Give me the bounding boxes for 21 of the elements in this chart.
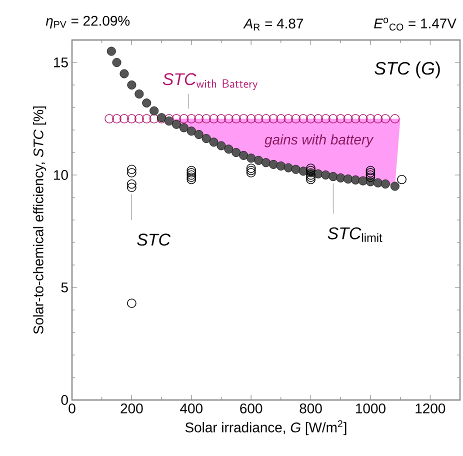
chart-title: η$_{PV}$ = 22.09% [46, 16, 130, 29]
y-tick-label: 15 [54, 58, 68, 68]
text: A$_{R}$ = 4.87 [243, 18, 304, 30]
x-tick-label: 1200 [416, 404, 446, 414]
y-axis-title: Solar-to-chemical efficiency, STC [%] [33, 106, 46, 334]
x-axis-title: Solar irradiance, G [W/m$^{2}$] [185, 420, 346, 436]
y-tick-label: 0 [61, 395, 68, 405]
x-tick-label: 400 [180, 404, 202, 414]
x-tick-label: 200 [120, 404, 143, 414]
text: E$^{o}$$_{CO}$ = 1.47V [374, 18, 456, 30]
annotation: STC (G) [374, 62, 440, 78]
x-tick-label: 600 [240, 404, 262, 414]
annotation: $\mathsf{\mathit{STC}}_{\mathsf{with\ Battery}}$ [162, 73, 258, 90]
x-tick-label: 1000 [356, 404, 386, 414]
annotation: gains with battery [264, 134, 374, 148]
y-tick-label: 10 [54, 170, 68, 180]
y-tick-label: 5 [61, 282, 68, 292]
x-tick-label: 0 [68, 404, 76, 414]
annotation: STC [137, 234, 171, 246]
x-tick-label: 800 [300, 404, 322, 414]
annotation: STC$_{limit}$ [328, 227, 382, 242]
